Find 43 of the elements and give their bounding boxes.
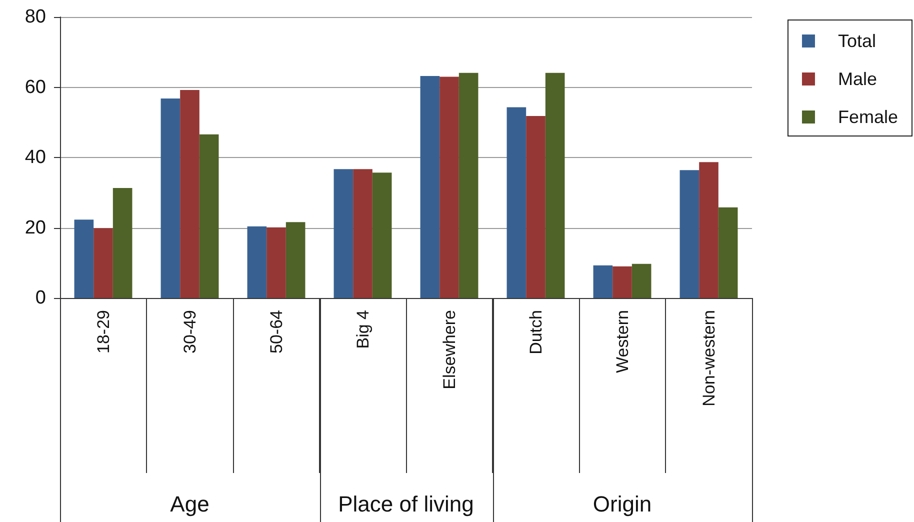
text: Origin (592, 492, 652, 516)
bar (334, 169, 354, 298)
legend-label: Male (838, 69, 877, 89)
y-tick-label: 0 (35, 288, 46, 308)
bar (458, 72, 478, 298)
y-tick-label: 60 (24, 76, 46, 98)
bar (247, 226, 267, 298)
x-tick-label: Dutch (526, 310, 546, 354)
bar (699, 162, 718, 298)
y-tick-label: 80 (24, 6, 46, 28)
bar (632, 264, 652, 298)
legend-label: Female (838, 107, 898, 127)
y-tick-label: 40 (24, 147, 46, 168)
bar (506, 107, 526, 298)
x-tick-label: Non-western (699, 310, 718, 406)
x-tick-label: Elsewhere (440, 310, 459, 390)
bar (266, 227, 286, 298)
x-tick-label: 30-49 (180, 310, 200, 354)
bar (353, 169, 372, 298)
x-tick-label: 18-29 (94, 310, 113, 354)
text: Age (170, 492, 210, 516)
bar (372, 172, 392, 298)
bar (593, 265, 613, 298)
y-tick-label: 20 (24, 217, 46, 238)
bar (160, 98, 180, 298)
bar (112, 188, 132, 298)
bar (286, 222, 306, 298)
bar (180, 90, 200, 298)
text: Place of living (338, 492, 474, 516)
bar (199, 134, 219, 298)
bar (526, 116, 546, 298)
x-tick-label: Big 4 (353, 310, 372, 349)
bar (420, 76, 440, 298)
bar (545, 72, 565, 298)
bar (612, 266, 632, 298)
bar (74, 220, 94, 298)
bar (680, 170, 700, 298)
bar (718, 207, 738, 298)
x-tick-label: Western (612, 310, 632, 373)
x-tick-label: 50-64 (266, 310, 286, 354)
bar (440, 76, 459, 298)
bar (94, 228, 113, 298)
legend-label: Total (838, 31, 876, 51)
